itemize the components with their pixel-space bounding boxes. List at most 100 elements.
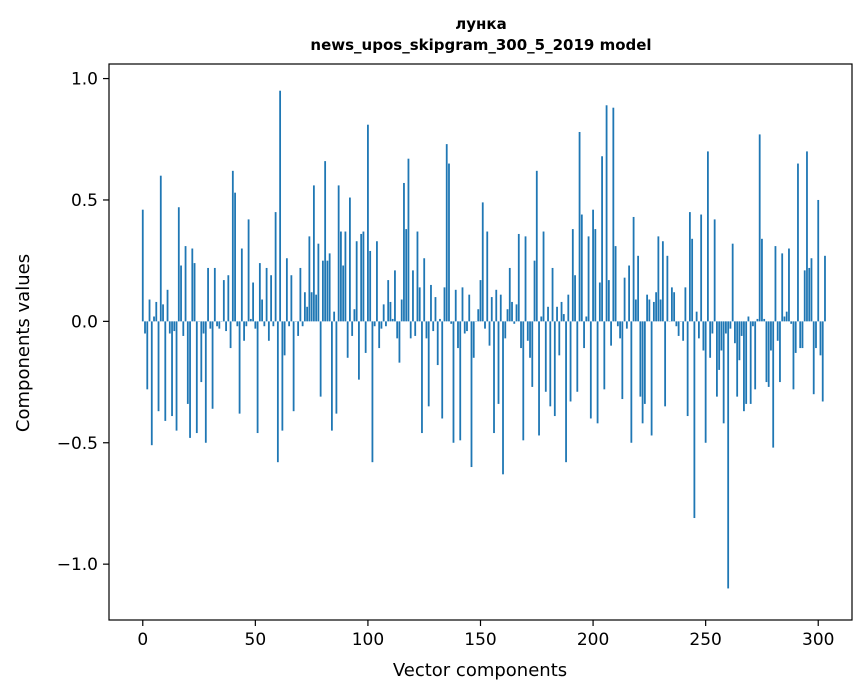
y-tick-label: 1.0	[71, 70, 98, 90]
bar-component-216	[628, 266, 630, 322]
bar-component-152	[484, 321, 486, 328]
bar-component-237	[675, 321, 677, 326]
bar-component-252	[709, 321, 711, 357]
bar-component-285	[784, 317, 786, 322]
bar-component-238	[678, 321, 680, 336]
bar-component-159	[500, 295, 502, 322]
bar-component-265	[739, 321, 741, 360]
bar-component-44	[241, 249, 243, 322]
bar-component-105	[378, 321, 380, 348]
bar-component-127	[428, 321, 430, 406]
bar-component-212	[619, 321, 621, 338]
bar-component-126	[426, 321, 428, 338]
bar-component-14	[173, 321, 175, 331]
bar-component-48	[250, 319, 252, 321]
bar-component-260	[727, 321, 729, 588]
bar-component-6	[155, 302, 157, 321]
bar-component-170	[525, 236, 527, 321]
bar-component-291	[797, 164, 799, 322]
bar-component-280	[772, 321, 774, 447]
bar-component-142	[462, 287, 464, 321]
bar-component-104	[376, 241, 378, 321]
bar-component-141	[459, 321, 461, 440]
bar-component-130	[435, 297, 437, 321]
bar-component-204	[601, 156, 603, 321]
bar-component-82	[327, 261, 329, 322]
bar-component-164	[511, 302, 513, 321]
bar-component-289	[793, 321, 795, 389]
bar-component-264	[736, 321, 738, 396]
bar-component-71	[302, 321, 304, 326]
bar-component-50	[254, 321, 256, 328]
bar-component-116	[403, 183, 405, 321]
bar-component-36	[223, 280, 225, 321]
bar-component-296	[808, 268, 810, 321]
bars	[142, 91, 826, 589]
bar-component-179	[545, 321, 547, 391]
bar-component-232	[664, 321, 666, 406]
bar-component-194	[579, 132, 581, 321]
bar-component-165	[513, 321, 515, 323]
bar-component-98	[363, 232, 365, 322]
bar-component-162	[507, 309, 509, 321]
bar-component-172	[529, 321, 531, 357]
bar-component-290	[795, 321, 797, 353]
bar-component-123	[419, 287, 421, 321]
bar-component-161	[504, 321, 506, 338]
bar-component-60	[277, 321, 279, 462]
bar-component-241	[684, 287, 686, 321]
bar-component-108	[385, 321, 387, 326]
bar-component-39	[230, 321, 232, 348]
x-tick-label: 150	[464, 630, 496, 650]
bar-component-19	[185, 246, 187, 321]
bar-component-195	[581, 215, 583, 322]
bar-component-184	[556, 307, 558, 322]
bar-component-166	[516, 304, 518, 321]
bar-component-121	[414, 321, 416, 336]
bar-component-298	[813, 321, 815, 394]
bar-component-244	[691, 239, 693, 322]
bar-component-198	[588, 236, 590, 321]
bar-component-10	[164, 321, 166, 421]
bar-component-254	[714, 219, 716, 321]
bar-component-303	[824, 256, 826, 322]
y-axis-label: Components values	[13, 254, 34, 432]
bar-component-41	[234, 193, 236, 322]
bar-component-117	[405, 229, 407, 321]
bar-component-4	[151, 321, 153, 445]
bar-component-84	[331, 321, 333, 430]
bar-component-21	[189, 321, 191, 438]
bar-component-273	[757, 319, 759, 321]
bar-component-18	[182, 321, 184, 336]
bar-component-202	[597, 321, 599, 423]
bar-component-249	[703, 321, 705, 350]
bar-component-122	[417, 232, 419, 322]
bar-component-190	[570, 321, 572, 401]
bar-component-226	[651, 321, 653, 435]
bar-component-293	[802, 321, 804, 348]
bar-component-58	[272, 321, 274, 326]
bar-component-5	[153, 317, 155, 322]
bar-component-54	[263, 321, 265, 326]
bar-component-124	[421, 321, 423, 433]
bar-component-168	[520, 321, 522, 348]
x-axis-label: Vector components	[393, 660, 567, 681]
bar-component-256	[718, 321, 720, 370]
x-tick-label: 0	[137, 630, 148, 650]
bar-component-211	[617, 321, 619, 326]
bar-component-67	[293, 321, 295, 411]
bar-component-218	[633, 217, 635, 321]
bar-component-86	[336, 321, 338, 413]
chart-title: лунка	[455, 15, 506, 33]
bar-component-200	[592, 210, 594, 322]
bar-component-88	[340, 232, 342, 322]
bar-component-288	[790, 321, 792, 323]
bar-component-283	[779, 321, 781, 382]
bar-component-52	[259, 263, 261, 321]
bar-component-196	[583, 321, 585, 348]
bar-component-208	[610, 321, 612, 345]
bar-component-189	[567, 295, 569, 322]
bar-component-13	[171, 321, 173, 416]
plot-frame	[109, 64, 852, 620]
bar-component-113	[396, 321, 398, 338]
